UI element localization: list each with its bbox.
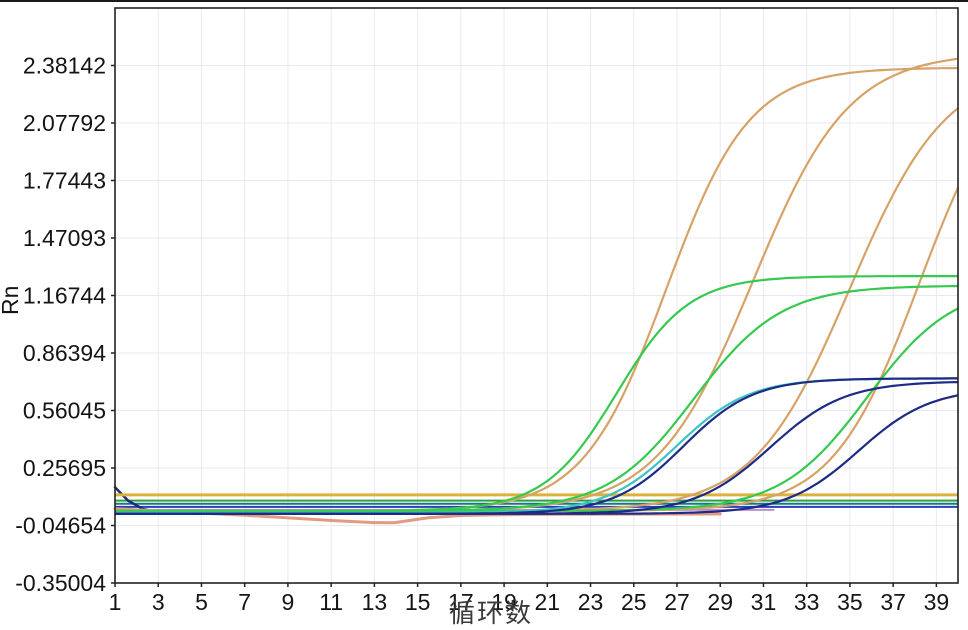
orange-curve-4 <box>115 187 960 513</box>
x-tick-label: 21 <box>535 589 561 615</box>
x-tick-label: 29 <box>707 589 733 615</box>
x-tick-label: 3 <box>152 589 165 615</box>
y-tick-label: -0.35004 <box>15 570 106 596</box>
green-curve-3 <box>115 307 959 513</box>
x-tick-label: 17 <box>448 589 474 615</box>
y-tick-label: 0.56045 <box>23 397 106 423</box>
x-tick-label: 33 <box>794 589 820 615</box>
y-tick-label: 0.86394 <box>23 340 106 366</box>
x-tick-label: 15 <box>405 589 431 615</box>
x-tick-label: 7 <box>238 589 251 615</box>
x-tick-label: 35 <box>837 589 863 615</box>
amplification-curves <box>115 57 960 515</box>
x-tick-label: 37 <box>880 589 906 615</box>
x-axis-title: 循环数 <box>449 598 534 628</box>
x-tick-label: 13 <box>362 589 388 615</box>
x-tick-label: 31 <box>751 589 777 615</box>
green-curve-2 <box>115 284 959 513</box>
y-tick-label: 1.16744 <box>23 283 106 309</box>
x-tick-label: 11 <box>319 589 343 615</box>
y-tick-label: 1.47093 <box>23 225 106 251</box>
orange-curve-3 <box>115 107 959 513</box>
y-tick-label: 0.25695 <box>23 455 106 481</box>
x-tick-label: 19 <box>491 589 517 615</box>
x-tick-label: 9 <box>282 589 295 615</box>
x-tick-label: 27 <box>664 589 690 615</box>
y-tick-label: -0.04654 <box>15 512 106 538</box>
x-tick-label: 5 <box>195 589 208 615</box>
x-tick-label: 39 <box>924 589 950 615</box>
green-curve-1 <box>115 275 958 513</box>
x-tick-label: 25 <box>621 589 647 615</box>
x-tick-label: 1 <box>109 589 122 615</box>
y-tick-label: 2.38142 <box>23 53 106 79</box>
orange-curve-1 <box>115 67 958 513</box>
screenshot-top-border <box>0 0 968 2</box>
axis-ticks: 1 3 5 7 9 11 13 15 17 19 21 23 25 27 29 31 33 35 37 392.381… <box>15 53 949 615</box>
y-tick-label: 2.07792 <box>23 110 106 136</box>
x-tick-label: 23 <box>578 589 604 615</box>
y-tick-label: 1.77443 <box>23 168 106 194</box>
navy-curve-3 <box>115 394 959 515</box>
